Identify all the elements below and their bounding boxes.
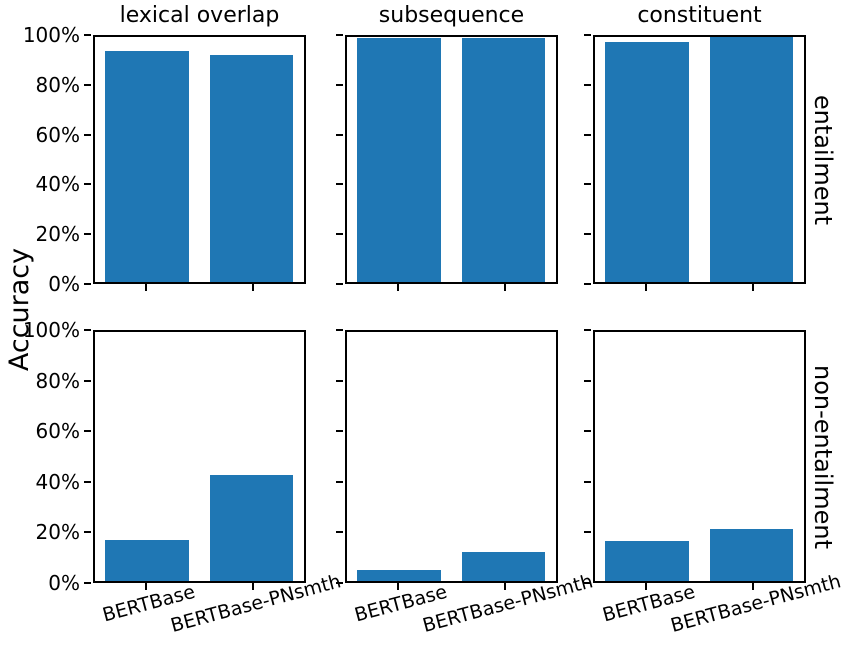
y-tick-label: 0%	[48, 571, 80, 595]
y-tick-mark	[584, 183, 591, 186]
y-tick-mark	[584, 283, 591, 285]
bar-bertbase-pnsmth	[209, 55, 294, 282]
y-tick-mark	[336, 329, 343, 331]
y-axis-label-container: Accuracy	[0, 35, 42, 583]
y-tick-mark	[336, 183, 343, 186]
y-tick-label: 100%	[22, 318, 80, 342]
y-tick-label: 20%	[35, 520, 80, 545]
bar-bertbase-pnsmth	[461, 38, 546, 282]
subplot-entailment-lexical-overlap	[93, 35, 306, 284]
bar-bertbase	[605, 41, 689, 282]
bar-bertbase	[357, 38, 441, 282]
x-tick-mark	[397, 583, 400, 590]
y-tick-mark	[584, 430, 591, 433]
x-tick-mark	[751, 284, 754, 291]
bar-bertbase-pnsmth	[709, 37, 794, 282]
subplot-title-subsequence: subsequence	[378, 3, 525, 28]
y-tick-label: 80%	[35, 368, 80, 393]
y-tick-mark	[84, 183, 91, 186]
subplot-non-entailment-constituent	[593, 330, 806, 583]
y-tick-mark	[84, 480, 91, 483]
y-tick-mark	[84, 379, 91, 382]
x-tick-mark	[645, 284, 648, 291]
y-tick-mark	[84, 233, 91, 236]
y-tick-mark	[336, 430, 343, 433]
subplot-non-entailment-subsequence	[345, 330, 558, 583]
y-tick-mark	[336, 531, 343, 534]
y-tick-mark	[336, 34, 343, 36]
y-tick-mark	[584, 34, 591, 36]
row-label-entailment: entailment	[809, 94, 838, 225]
y-tick-mark	[84, 133, 91, 136]
row-label-non-entailment-container: non-entailment	[799, 330, 847, 583]
x-tick-mark	[251, 284, 254, 291]
bar-bertbase	[357, 569, 441, 581]
y-tick-mark	[84, 531, 91, 534]
bar-bertbase-pnsmth	[709, 528, 794, 581]
y-tick-mark	[584, 233, 591, 236]
y-axis-label: Accuracy	[4, 247, 36, 371]
x-tick-mark	[251, 583, 254, 590]
y-tick-label: 60%	[35, 419, 80, 444]
y-tick-mark	[336, 83, 343, 86]
bar-bertbase	[105, 50, 189, 282]
bar-bertbase	[605, 541, 689, 581]
y-tick-label: 20%	[35, 222, 80, 247]
y-tick-mark	[584, 582, 591, 584]
x-tick-mark	[503, 284, 506, 291]
y-tick-mark	[336, 233, 343, 236]
y-tick-mark	[584, 329, 591, 331]
y-tick-mark	[336, 379, 343, 382]
x-tick-mark	[145, 284, 148, 291]
x-tick-mark	[645, 583, 648, 590]
y-tick-mark	[84, 582, 91, 584]
subplot-entailment-subsequence	[345, 35, 558, 284]
bar-bertbase	[105, 539, 189, 581]
y-tick-label: 40%	[35, 469, 80, 494]
subplot-title-lexical-overlap: lexical overlap	[119, 3, 280, 28]
y-tick-label: 60%	[35, 122, 80, 147]
x-tick-mark	[751, 583, 754, 590]
bar-bertbase-pnsmth	[461, 552, 546, 581]
y-tick-mark	[584, 83, 591, 86]
y-tick-label: 100%	[22, 23, 80, 47]
y-tick-mark	[336, 283, 343, 285]
y-tick-mark	[84, 83, 91, 86]
y-tick-mark	[584, 133, 591, 136]
y-tick-label: 40%	[35, 172, 80, 197]
y-tick-label: 80%	[35, 72, 80, 97]
y-tick-mark	[584, 379, 591, 382]
y-tick-mark	[584, 480, 591, 483]
y-tick-mark	[584, 531, 591, 534]
subplot-title-constituent: constituent	[637, 3, 762, 28]
y-tick-label: 0%	[48, 272, 80, 296]
x-tick-mark	[397, 284, 400, 291]
subplot-non-entailment-lexical-overlap	[93, 330, 306, 583]
subplot-entailment-constituent	[593, 35, 806, 284]
bar-bertbase-pnsmth	[209, 475, 294, 581]
x-tick-label: BERTBase-PNsmth	[668, 570, 847, 637]
y-tick-mark	[84, 34, 91, 36]
x-tick-mark	[503, 583, 506, 590]
row-label-entailment-container: entailment	[799, 35, 847, 284]
y-tick-mark	[336, 582, 343, 584]
y-tick-mark	[336, 133, 343, 136]
y-tick-mark	[84, 329, 91, 331]
y-tick-mark	[84, 283, 91, 285]
row-label-non-entailment: non-entailment	[809, 364, 837, 549]
x-tick-mark	[145, 583, 148, 590]
y-tick-mark	[84, 430, 91, 433]
y-tick-mark	[336, 480, 343, 483]
